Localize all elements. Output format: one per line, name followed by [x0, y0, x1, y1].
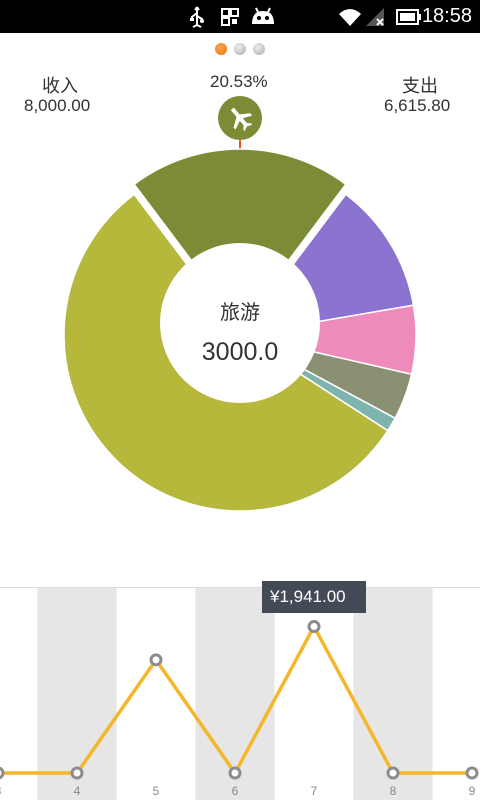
selected-category-amount: 3000.0 [201, 338, 279, 366]
status-time: 18:58 [421, 5, 472, 27]
airplane-icon [230, 107, 253, 132]
status-bar: 18:58 [0, 0, 480, 33]
data-point[interactable] [386, 766, 400, 780]
selected-percent: 20.53% [210, 72, 268, 91]
data-point[interactable] [465, 766, 479, 780]
selected-category-name: 旅游 [220, 300, 260, 324]
expense-value: 6,615.80 [384, 96, 451, 115]
x-tick-label: 3 [0, 784, 2, 798]
wifi-icon [339, 9, 361, 26]
x-tick-label: 9 [469, 784, 476, 798]
screenshot-icon [221, 8, 239, 26]
page-dot[interactable] [234, 43, 246, 55]
data-point[interactable] [0, 766, 5, 780]
x-tick-label: 6 [232, 784, 239, 798]
grid-band [37, 588, 117, 800]
page-dot-active[interactable] [215, 43, 227, 55]
expense-label: 支出 [402, 76, 438, 97]
donut-hole [160, 243, 320, 403]
page-dot[interactable] [253, 43, 265, 55]
page-indicator [0, 43, 480, 57]
data-point[interactable] [149, 653, 163, 667]
donut-segment[interactable] [133, 148, 347, 327]
data-point[interactable] [307, 620, 321, 634]
daily-line-chart[interactable]: 3 4 5 6 7 8 9 [0, 587, 480, 800]
usb-icon [190, 6, 204, 28]
value-tooltip: ¥1,941.00 [262, 580, 366, 613]
income-label: 收入 [42, 76, 78, 97]
android-icon [252, 7, 274, 24]
x-tick-label: 4 [74, 784, 81, 798]
signal-off-icon [366, 8, 384, 26]
income-value: 8,000.00 [24, 96, 91, 115]
category-badge[interactable] [218, 96, 262, 140]
data-point[interactable] [70, 766, 84, 780]
battery-icon [396, 9, 421, 25]
data-point[interactable] [228, 766, 242, 780]
x-tick-label: 7 [311, 784, 318, 798]
x-tick-label: 8 [390, 784, 397, 798]
grid-band [353, 588, 433, 800]
category-donut-chart[interactable] [0, 0, 480, 560]
x-tick-label: 5 [153, 784, 160, 798]
grid-band [195, 588, 275, 800]
